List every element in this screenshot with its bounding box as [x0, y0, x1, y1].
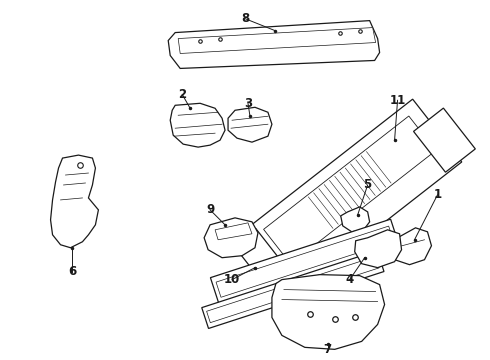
- Text: 11: 11: [390, 94, 406, 107]
- Polygon shape: [170, 103, 225, 147]
- Text: 7: 7: [324, 343, 332, 356]
- Text: 10: 10: [224, 273, 240, 286]
- Polygon shape: [215, 223, 252, 240]
- Polygon shape: [264, 116, 436, 264]
- Text: 5: 5: [364, 179, 372, 192]
- Text: 8: 8: [241, 12, 249, 25]
- Polygon shape: [272, 275, 385, 349]
- Polygon shape: [178, 28, 376, 54]
- Polygon shape: [414, 108, 475, 172]
- Text: 6: 6: [69, 265, 76, 278]
- Polygon shape: [355, 230, 401, 268]
- Polygon shape: [204, 218, 258, 258]
- Polygon shape: [247, 99, 462, 291]
- Polygon shape: [228, 107, 272, 142]
- Polygon shape: [388, 228, 432, 265]
- Text: 9: 9: [206, 203, 214, 216]
- Polygon shape: [341, 207, 369, 232]
- Polygon shape: [202, 251, 384, 328]
- Text: 1: 1: [433, 188, 441, 202]
- Text: 4: 4: [345, 273, 354, 286]
- Polygon shape: [207, 256, 379, 323]
- Text: 3: 3: [244, 97, 252, 110]
- Text: 2: 2: [178, 88, 186, 101]
- Polygon shape: [210, 219, 399, 304]
- Polygon shape: [168, 21, 380, 68]
- Polygon shape: [50, 155, 98, 248]
- Polygon shape: [216, 226, 393, 297]
- Polygon shape: [234, 229, 280, 277]
